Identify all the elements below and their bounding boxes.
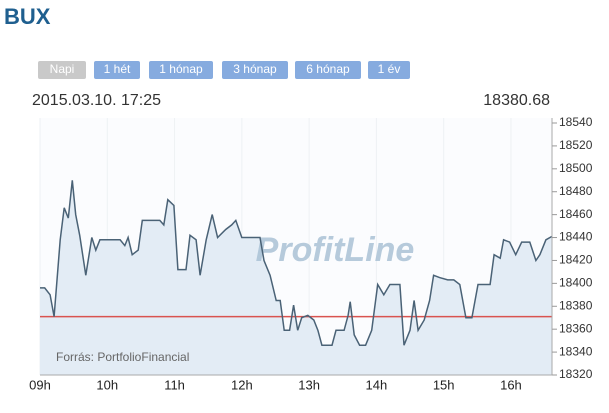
x-tick-label: 16h [500,377,522,392]
price-line [40,180,553,346]
range-button[interactable] [368,61,410,79]
x-tick-label: 11h [164,377,185,392]
x-tick-label: 12h [231,377,253,392]
y-tick-label: 18360 [559,321,593,335]
y-tick-label: 18320 [559,367,593,381]
title: BUX [4,4,51,29]
area [40,180,552,375]
y-tick-label: 18440 [559,230,593,244]
x-tick-label: 14h [366,377,388,392]
range-button[interactable] [149,61,213,79]
range-button-label[interactable]: 1 év [378,62,401,76]
range-button-label[interactable]: 3 hónap [233,62,277,76]
range-button-label[interactable]: 6 hónap [306,62,350,76]
y-tick-label: 18520 [559,138,593,152]
range-button-label[interactable]: 1 hét [104,62,131,76]
y-tick-label: 18380 [559,298,593,312]
source: Forrás: PortfolioFinancial [56,350,189,364]
x-tick-label: 15h [433,377,455,392]
last-value: 18380.68 [483,92,550,109]
range-button-label[interactable]: Napi [50,62,75,76]
x-tick-label: 13h [298,377,320,392]
range-button[interactable] [295,61,361,79]
y-tick-label: 18540 [559,115,593,129]
y-tick-label: 18500 [559,161,593,175]
y-tick-label: 18340 [559,344,593,358]
y-tick-label: 18400 [559,276,593,290]
y-tick-label: 18480 [559,184,593,198]
y-tick-label: 18460 [559,207,593,221]
x-tick-label: 09h [29,377,51,392]
range-button[interactable] [222,61,288,79]
range-buttons: Napi 1 hét 1 hónap 3 hónap 6 hónap 1 év [38,61,410,79]
y-tick-label: 18420 [559,253,593,267]
range-button[interactable] [38,61,86,79]
watermark: ProfitLine [256,231,415,269]
range-button-label[interactable]: 1 hónap [159,62,203,76]
range-button[interactable] [94,61,140,79]
x-tick-label: 10h [96,377,118,392]
datetime: 2015.03.10. 17:25 [32,92,161,109]
